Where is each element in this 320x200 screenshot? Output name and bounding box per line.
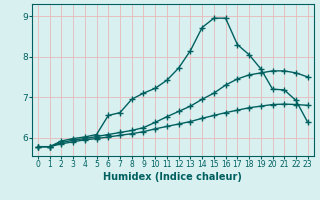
X-axis label: Humidex (Indice chaleur): Humidex (Indice chaleur) <box>103 172 242 182</box>
